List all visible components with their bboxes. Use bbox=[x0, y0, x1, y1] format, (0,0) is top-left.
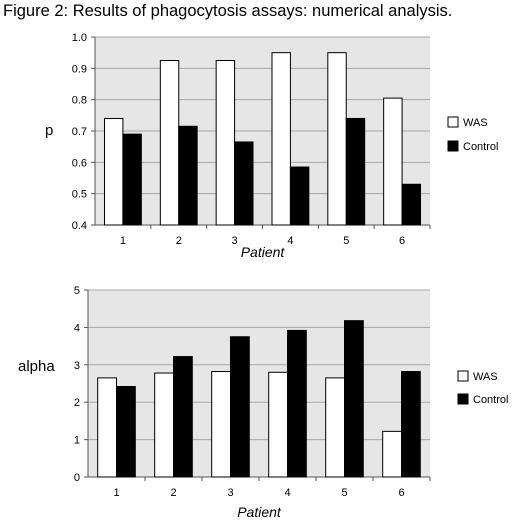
chart-alpha: 0 1 2 3 4 5 1 2 3 4 5 6 Patient alpha WAS Control bbox=[18, 285, 508, 520]
x-tick-label: 2 bbox=[170, 487, 176, 499]
y-tick-label: 5 bbox=[74, 285, 80, 297]
legend-swatch-control bbox=[457, 393, 469, 405]
bar-was-6 bbox=[383, 97, 403, 226]
y-axis-label: alpha bbox=[18, 358, 55, 375]
legend-swatch-control bbox=[447, 140, 459, 152]
y-tick-label: 0.6 bbox=[72, 157, 87, 169]
bar-control-1 bbox=[116, 385, 136, 478]
y-tick-label: 0.9 bbox=[72, 63, 87, 75]
bar-was-1 bbox=[103, 117, 124, 226]
x-tick-label: 5 bbox=[343, 235, 349, 247]
x-axis-label: Patient bbox=[241, 244, 286, 260]
bar-was-2 bbox=[159, 60, 180, 226]
bar-was-4 bbox=[268, 371, 289, 478]
bar-control-2 bbox=[173, 356, 193, 478]
bar-control-2 bbox=[178, 125, 198, 226]
y-axis-label: p bbox=[45, 122, 53, 139]
x-tick-label: 4 bbox=[284, 487, 290, 499]
y-tick-label: 0.5 bbox=[72, 189, 87, 201]
figure-title: Figure 2: Results of phagocytosis assays… bbox=[3, 2, 453, 20]
x-tick-label: 6 bbox=[399, 235, 405, 247]
x-tick-label: 5 bbox=[341, 487, 347, 499]
bar-control-4 bbox=[287, 329, 307, 478]
bar-control-5 bbox=[345, 117, 366, 226]
x-tick-label: 3 bbox=[232, 235, 238, 247]
bar-was-3 bbox=[211, 371, 232, 478]
legend-label-control: Control bbox=[473, 394, 508, 406]
bar-control-3 bbox=[230, 336, 250, 478]
y-tick-label: 1.0 bbox=[72, 32, 87, 44]
x-tick-label: 3 bbox=[227, 487, 233, 499]
x-tick-label: 1 bbox=[120, 235, 126, 247]
bar-was-1 bbox=[97, 377, 118, 478]
y-tick-label: 0.8 bbox=[72, 95, 87, 107]
bar-was-2 bbox=[154, 372, 175, 478]
bar-was-6 bbox=[382, 430, 403, 478]
bar-control-6 bbox=[401, 183, 422, 226]
legend-swatch-was bbox=[457, 370, 469, 382]
y-tick-label: 2 bbox=[74, 397, 80, 409]
bar-was-4 bbox=[271, 52, 291, 226]
x-tick-label: 6 bbox=[398, 487, 404, 499]
y-tick-label: 3 bbox=[74, 360, 80, 372]
bar-control-3 bbox=[234, 141, 254, 226]
bar-was-5 bbox=[325, 377, 346, 478]
bar-was-5 bbox=[327, 52, 347, 226]
bar-control-4 bbox=[289, 166, 310, 226]
bar-control-5 bbox=[344, 320, 364, 478]
x-axis-label: Patient bbox=[237, 504, 282, 520]
x-tick-label: 4 bbox=[287, 235, 293, 247]
legend-swatch-was bbox=[447, 116, 459, 128]
x-tick-label: 2 bbox=[176, 235, 182, 247]
y-tick-label: 1 bbox=[74, 435, 80, 447]
legend-label-was: WAS bbox=[473, 371, 498, 383]
legend-label-control: Control bbox=[463, 141, 498, 153]
bar-was-3 bbox=[215, 60, 236, 226]
y-tick-label: 0.7 bbox=[72, 126, 87, 138]
bar-control-1 bbox=[122, 133, 142, 226]
y-tick-label: 0 bbox=[74, 472, 80, 484]
bar-control-6 bbox=[401, 371, 421, 478]
x-tick-label: 1 bbox=[113, 487, 119, 499]
chart-p: 0.4 0.5 0.6 0.7 0.8 0.9 1.0 1 2 3 4 5 6 Patient p WAS Co… bbox=[45, 32, 498, 260]
y-tick-label: 0.4 bbox=[72, 220, 87, 232]
y-tick-label: 4 bbox=[74, 322, 80, 334]
legend-label-was: WAS bbox=[463, 117, 488, 129]
plot-area bbox=[88, 290, 430, 477]
